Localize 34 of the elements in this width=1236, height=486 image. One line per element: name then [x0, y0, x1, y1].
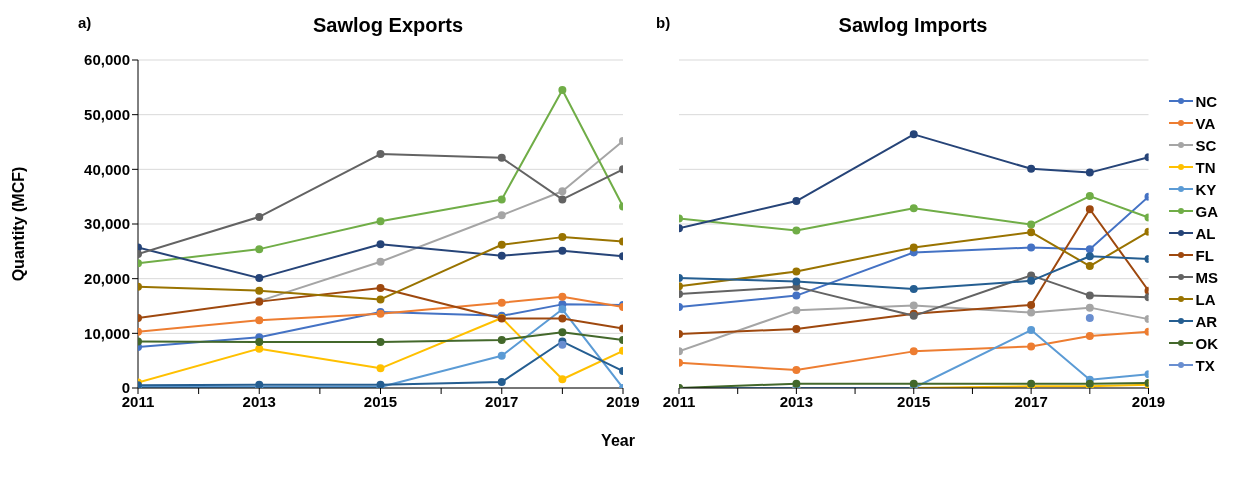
text: a): [78, 14, 92, 31]
y-tick-label: 50,000: [84, 105, 130, 123]
legend-label: FL: [1195, 246, 1214, 264]
chart-title: Sawlog Exports: [312, 14, 464, 37]
legend-label: LA: [1195, 290, 1216, 308]
y-tick-label: 60,000: [84, 51, 130, 69]
text: b): [656, 14, 671, 31]
legend-label: VA: [1195, 114, 1216, 132]
y-tick-label: 30,000: [84, 215, 130, 233]
legend-label: MS: [1195, 268, 1218, 286]
x-tick-label: 2019: [606, 392, 640, 410]
legend-label: KY: [1195, 180, 1217, 198]
x-tick-label: 2017: [485, 392, 519, 410]
legend-label: AL: [1195, 224, 1216, 242]
legend-label: TX: [1195, 356, 1215, 374]
x-tick-label: 2015: [363, 392, 398, 410]
y-tick-label: 10,000: [84, 324, 130, 342]
legend-label: NC: [1195, 92, 1218, 110]
legend-label: OK: [1195, 334, 1218, 352]
x-tick-label: 2019: [1131, 392, 1166, 410]
legend-label: TN: [1195, 158, 1216, 176]
x-tick-label: 2013: [779, 392, 814, 410]
y-tick-label: 20,000: [84, 269, 130, 287]
x-axis-title: Year: [600, 432, 636, 450]
y-tick-label: 40,000: [84, 160, 130, 178]
x-tick-label: 2017: [1014, 392, 1048, 410]
x-tick-label: 2015: [897, 392, 931, 410]
legend-label: AR: [1195, 312, 1218, 330]
legend-label: GA: [1195, 202, 1218, 220]
x-tick-label: 2011: [662, 392, 696, 410]
chart-title: Sawlog Imports: [837, 14, 989, 37]
x-tick-label: 2013: [242, 392, 276, 410]
y-axis-title: Quantity (MCF): [9, 166, 27, 282]
legend-label: SC: [1195, 136, 1217, 154]
